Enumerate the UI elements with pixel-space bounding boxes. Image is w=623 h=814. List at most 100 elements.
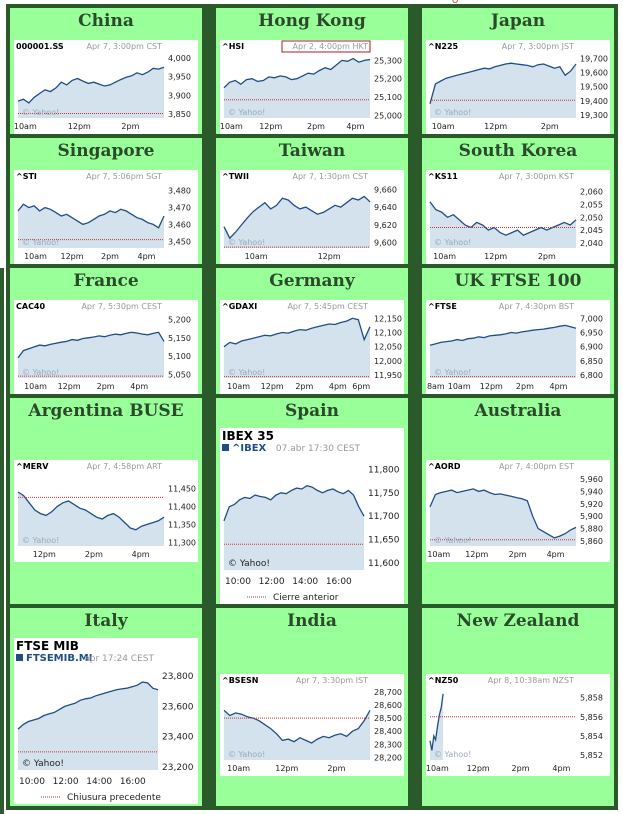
y-tick-label: 11,800: [368, 465, 400, 475]
yahoo-watermark: © Yahoo!: [22, 759, 64, 769]
chart-panel[interactable]: ^BSESN Apr 7, 3:30pm IST 28,700 28,600 28,50…: [220, 674, 404, 776]
x-tick-label: 2pm: [121, 122, 139, 131]
x-tick-label: 10am: [245, 252, 268, 261]
y-tick-label: 5,960: [580, 475, 603, 484]
legend-label: Cierre anterior: [273, 593, 339, 603]
chart-panel[interactable]: ^GDAXI Apr 7, 5:45pm CEST 12,150 12,100 12,0…: [220, 300, 404, 394]
chart-panel[interactable]: ^TWII Apr 7, 1:30pm CST 9,660 9,640 9,620 9,6…: [220, 170, 404, 264]
market-title: China: [78, 11, 134, 31]
market-title: India: [287, 611, 337, 631]
market-title: Taiwan: [278, 141, 346, 161]
chart-timestamp: Apr 7, 3:00pm JST: [502, 42, 574, 51]
chart-panel[interactable]: ^STI Apr 7, 5:06pm SGT 3,480 3,470 3,460 3,45…: [14, 170, 198, 264]
market-title: UK FTSE 100: [454, 271, 582, 291]
chart-panel[interactable]: ^FTSE Apr 7, 4:30pm BST 7,000 6,950 6,900 6,8…: [426, 300, 610, 394]
y-tick-label: 23,400: [162, 733, 194, 743]
market-title: Hong Kong: [258, 11, 366, 31]
y-tick-label: 3,850: [168, 110, 191, 119]
x-tick-label: 6pm: [352, 382, 370, 391]
index-symbol: ^STI: [16, 172, 37, 181]
x-tick-label: 12pm: [68, 122, 91, 131]
chart-panel[interactable]: ^HSI Apr 2, 4:00pm HKT 25,300 25,200 25,100 2…: [220, 40, 404, 134]
y-tick-label: 28,400: [374, 727, 402, 736]
y-tick-label: 9,620: [374, 221, 397, 230]
chart-timestamp: Apr 2, 4:00pm HKT: [293, 42, 369, 51]
series-line: [17, 331, 165, 359]
y-tick-label: 3,900: [168, 91, 191, 100]
chart-panel[interactable]: IBEX 35^IBEX 07.abr 17:30 CEST 11,800 11,75…: [220, 428, 404, 604]
y-tick-label: 4,000: [168, 54, 191, 63]
y-tick-label: 5,050: [168, 370, 191, 379]
x-tick-label: 2pm: [512, 764, 530, 773]
x-tick-label: 10am: [227, 764, 250, 773]
chart-timestamp: Apr 7, 5:45pm CEST: [287, 302, 368, 311]
x-tick-label: 16:00: [326, 577, 352, 587]
y-tick-label: 5,860: [580, 537, 603, 546]
market-title: Singapore: [57, 141, 155, 161]
y-tick-label: 3,470: [168, 204, 191, 213]
yahoo-watermark: © Yahoo!: [434, 536, 471, 545]
index-symbol: ^NZ50: [428, 676, 459, 685]
y-tick-label: 23,600: [162, 702, 194, 712]
y-tick-label: 5,920: [580, 500, 603, 509]
market-cell: Taiwan ^TWII Apr 7, 1:30pm CST 9,660 9,640 9,…: [216, 138, 408, 264]
market-title: Italy: [84, 611, 128, 631]
chart-panel[interactable]: ^N225 Apr 7, 3:00pm JST 19,700 19,600 19,500…: [426, 40, 610, 134]
series-area: [430, 63, 576, 118]
x-tick-label: 12pm: [480, 382, 503, 391]
x-tick-label: 2pm: [97, 382, 115, 391]
y-tick-label: 5,854: [580, 732, 603, 741]
x-tick-label: 12pm: [33, 550, 56, 559]
market-title: France: [73, 271, 139, 291]
series-area: [430, 488, 576, 546]
market-cell: Australia ^AORD Apr 7, 4:00pm EST 5,960 5,94…: [422, 398, 614, 604]
y-tick-label: 5,900: [580, 512, 603, 521]
chart-panel[interactable]: ^KS11 Apr 7, 3:00pm KST 2,060 2,055 2,050 2,0…: [426, 170, 610, 264]
index-symbol: ^AORD: [428, 462, 461, 471]
market-cell: Argentina BUSE ^MERV Apr 7, 4:58pm ART 11,4…: [10, 398, 202, 604]
x-tick-label: 12:00: [53, 777, 79, 787]
chart-panel[interactable]: 000001.SS Apr 7, 3:00pm CST 4,000 3,950 3,90…: [14, 40, 198, 134]
y-tick-label: 6,900: [580, 343, 603, 352]
x-tick-label: 10am: [432, 122, 455, 131]
y-tick-label: 3,950: [168, 73, 191, 82]
index-symbol: 000001.SS: [16, 42, 64, 51]
chart-panel[interactable]: CAC40 Apr 7, 5:30pm CEST 5,200 5,150 5,100 5,…: [14, 300, 198, 394]
x-tick-label: 12pm: [467, 764, 490, 773]
y-tick-label: 2,060: [580, 188, 603, 197]
y-tick-label: 3,480: [168, 187, 191, 196]
series-area: [224, 58, 370, 118]
y-tick-label: 11,450: [168, 484, 196, 493]
y-tick-label: 5,880: [580, 525, 603, 534]
x-tick-label: 12pm: [261, 382, 284, 391]
series-area: [18, 67, 164, 118]
series-line: [429, 488, 577, 539]
market-cell: China 000001.SS Apr 7, 3:00pm CST 4,000 3,95…: [10, 8, 202, 134]
y-tick-label: 6,950: [580, 328, 603, 337]
header-fragment-text: Q: [452, 0, 458, 3]
y-tick-label: 28,300: [374, 740, 402, 749]
market-grid: China 000001.SS Apr 7, 3:00pm CST 4,000 3,95…: [6, 4, 618, 810]
x-tick-label: 10am: [427, 550, 450, 559]
y-tick-label: 11,950: [374, 371, 402, 380]
index-heading: IBEX 35: [222, 429, 274, 443]
y-tick-label: 5,852: [580, 751, 603, 760]
chart-panel[interactable]: ^MERV Apr 7, 4:58pm ART 11,450 11,400 11,350…: [14, 460, 198, 562]
y-tick-label: 19,500: [580, 83, 608, 92]
chart-timestamp: Apr 7, 3:30pm IST: [296, 676, 368, 685]
chart-panel[interactable]: ^NZ50 Apr 8, 10:38am NZST 5,858 5,856 5,854 5…: [426, 674, 610, 776]
chart-timestamp: apr 17:24 CEST: [84, 654, 154, 664]
yahoo-watermark: © Yahoo!: [228, 368, 265, 377]
x-tick-label: 4pm: [547, 550, 565, 559]
x-tick-label: 2pm: [327, 764, 345, 773]
chart-background: [426, 674, 610, 776]
x-tick-label: 10:00: [225, 577, 251, 587]
chart-panel[interactable]: ^AORD Apr 7, 4:00pm EST 5,960 5,940 5,920 5,9…: [426, 460, 610, 562]
y-tick-label: 2,050: [580, 213, 603, 222]
series-line: [223, 709, 371, 744]
yahoo-watermark: © Yahoo!: [22, 238, 59, 247]
chart-timestamp: Apr 7, 3:00pm CST: [87, 42, 163, 51]
y-tick-label: 11,300: [168, 538, 196, 547]
